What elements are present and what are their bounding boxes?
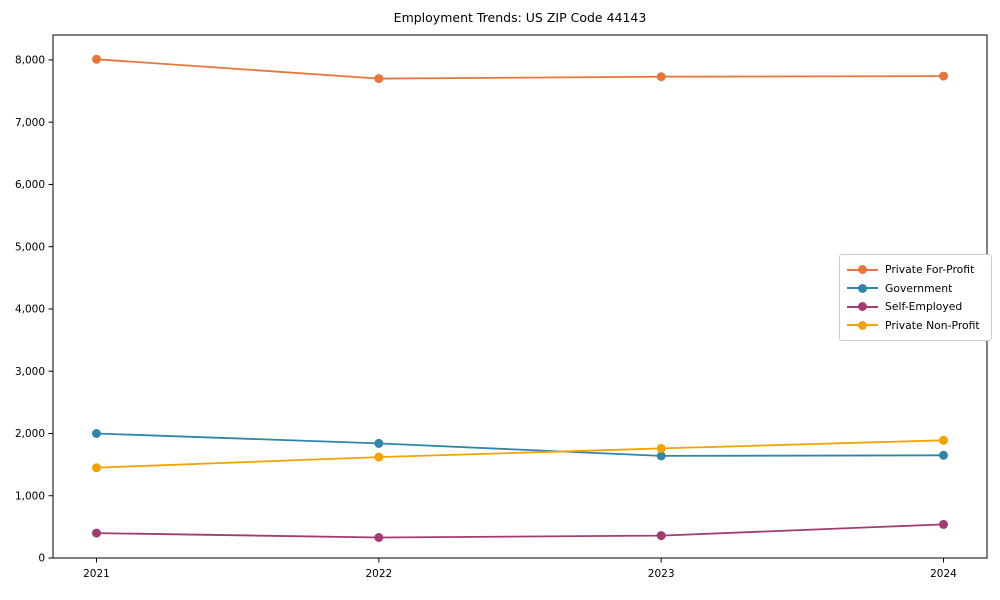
legend-label: Private Non-Profit [885,318,980,332]
x-tick-label: 2021 [83,568,110,580]
data-point-marker [656,531,666,541]
data-point-marker [939,450,948,460]
data-point-marker [939,435,948,445]
data-point-marker [374,452,384,462]
legend-line-marker-swatch [847,301,878,312]
chart-title: Employment Trends: US ZIP Code 44143 [393,10,647,25]
data-point-marker [374,74,384,84]
y-tick-label: 0 [38,553,45,565]
data-point-marker [92,463,101,473]
legend-item-self-employed: Self-Employed [847,298,980,315]
y-tick-label: 8,000 [15,55,45,67]
data-point-marker [656,451,666,461]
y-tick-label: 1,000 [15,490,45,502]
series-line [95,439,945,469]
data-point-marker [92,528,101,538]
x-tick-label: 2023 [648,568,675,580]
data-point-marker [939,71,948,81]
y-tick-label: 3,000 [15,366,45,378]
data-point-marker [656,72,666,82]
legend-line-marker-swatch [847,264,878,275]
legend-label: Self-Employed [885,300,963,314]
legend-item-government: Government [847,280,980,297]
x-tick-label: 2022 [365,568,392,580]
series-line [95,58,945,80]
y-tick-label: 4,000 [15,304,45,316]
legend-line-marker-swatch [847,283,878,294]
legend-line-marker-swatch [847,320,878,331]
legend: Private For-Profit Government Self-Employe… [839,254,992,341]
y-tick-label: 7,000 [15,117,45,129]
y-tick-label: 2,000 [15,428,45,440]
y-tick-label: 6,000 [15,179,45,191]
y-tick-label: 5,000 [15,241,45,253]
data-point-marker [92,54,101,64]
series-line [95,432,945,457]
data-point-marker [374,438,384,448]
data-point-marker [939,519,948,529]
legend-item-private-non-profit: Private Non-Profit [847,317,980,334]
x-tick-label: 2024 [930,568,957,580]
data-point-marker [656,443,666,453]
series-line [95,523,945,539]
legend-item-private-for-profit: Private For-Profit [847,261,980,278]
data-point-marker [92,429,101,438]
legend-label: Private For-Profit [885,263,975,276]
legend-label: Government [885,281,953,295]
data-point-marker [374,533,384,542]
